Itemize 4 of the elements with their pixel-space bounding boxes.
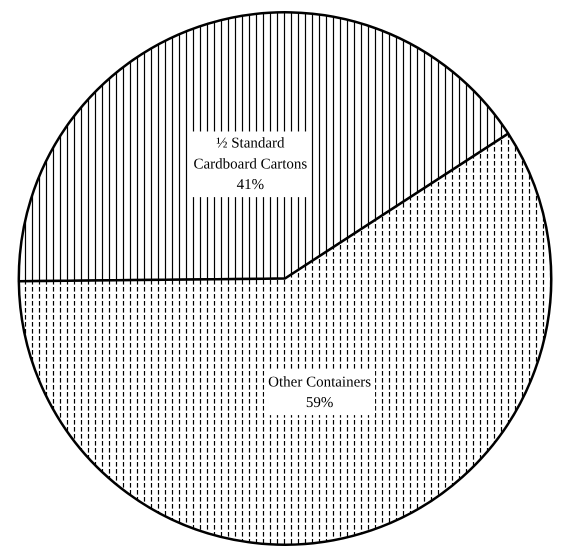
slice-label: ½ Standard Cardboard Cartons [194,136,308,172]
data-label: 41% [236,177,264,194]
data-label: 59% [306,395,334,412]
slice-label: Other Containers [268,374,372,390]
